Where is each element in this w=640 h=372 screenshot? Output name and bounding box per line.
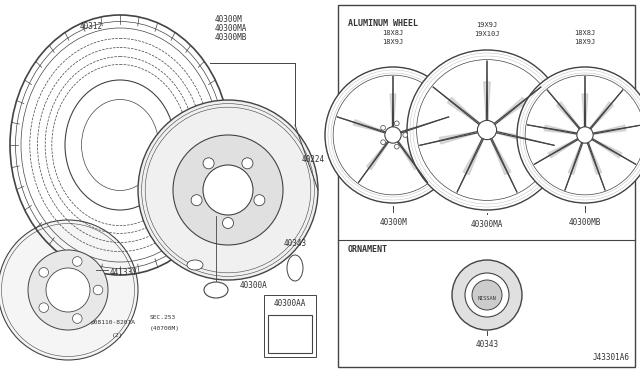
Polygon shape: [440, 131, 478, 144]
Circle shape: [138, 100, 318, 280]
Text: SEC.253: SEC.253: [150, 315, 176, 320]
Text: ALUMINUM WHEEL: ALUMINUM WHEEL: [348, 19, 418, 28]
Polygon shape: [397, 141, 419, 170]
Text: 18X9J: 18X9J: [574, 39, 596, 45]
Polygon shape: [557, 102, 580, 129]
Circle shape: [173, 135, 283, 245]
Text: ORNAMENT: ORNAMENT: [348, 245, 388, 254]
Ellipse shape: [287, 255, 303, 281]
Text: 40300M: 40300M: [215, 15, 243, 24]
Circle shape: [203, 158, 214, 169]
Text: NISSAN: NISSAN: [477, 295, 497, 301]
Polygon shape: [490, 138, 511, 175]
Circle shape: [223, 218, 234, 228]
Circle shape: [28, 250, 108, 330]
Text: (40700M): (40700M): [150, 326, 180, 331]
Circle shape: [385, 127, 401, 143]
Text: 18X9J: 18X9J: [382, 39, 404, 45]
Circle shape: [465, 273, 509, 317]
Text: 44133Y: 44133Y: [110, 268, 138, 277]
Polygon shape: [353, 120, 385, 133]
Ellipse shape: [65, 80, 175, 210]
Polygon shape: [401, 120, 433, 133]
Circle shape: [381, 125, 385, 130]
Circle shape: [517, 67, 640, 203]
Polygon shape: [447, 97, 480, 125]
Polygon shape: [463, 138, 483, 175]
Polygon shape: [494, 97, 527, 125]
Circle shape: [72, 257, 82, 266]
Polygon shape: [568, 142, 583, 174]
Text: 19X10J: 19X10J: [474, 31, 500, 37]
Text: 40300MB: 40300MB: [215, 33, 248, 42]
Text: (2): (2): [112, 333, 124, 338]
Ellipse shape: [204, 282, 228, 298]
Text: 40300A: 40300A: [240, 280, 268, 289]
Circle shape: [394, 144, 399, 149]
Polygon shape: [582, 94, 588, 127]
Circle shape: [93, 285, 103, 295]
Polygon shape: [484, 82, 490, 121]
Text: 40343: 40343: [476, 340, 499, 349]
Text: 18X8J: 18X8J: [382, 30, 404, 36]
Text: 19X9J: 19X9J: [476, 22, 498, 28]
Text: 40300MB: 40300MB: [569, 218, 601, 227]
Circle shape: [46, 268, 90, 312]
Circle shape: [403, 133, 408, 137]
Circle shape: [325, 67, 461, 203]
Circle shape: [242, 158, 253, 169]
Polygon shape: [367, 141, 388, 170]
Circle shape: [394, 121, 399, 126]
Polygon shape: [592, 139, 622, 158]
Text: 40343: 40343: [284, 239, 307, 248]
Polygon shape: [544, 125, 577, 134]
Text: 40312: 40312: [80, 22, 103, 31]
Circle shape: [39, 267, 49, 277]
Circle shape: [254, 195, 265, 206]
Circle shape: [381, 140, 385, 145]
Polygon shape: [588, 142, 602, 174]
Circle shape: [191, 195, 202, 206]
Circle shape: [72, 314, 82, 323]
Bar: [264, 295, 316, 357]
Text: 40300M: 40300M: [379, 218, 407, 227]
Circle shape: [452, 260, 522, 330]
Ellipse shape: [187, 260, 203, 270]
Text: 40300MA: 40300MA: [471, 220, 503, 229]
Text: J43301A6: J43301A6: [593, 353, 630, 362]
Text: 18X8J: 18X8J: [574, 30, 596, 36]
Bar: [338, 5, 635, 367]
Circle shape: [39, 303, 49, 312]
Bar: [268, 315, 312, 353]
Polygon shape: [390, 94, 396, 127]
Polygon shape: [548, 139, 578, 158]
Text: 40224: 40224: [302, 155, 325, 164]
Text: 40300AA: 40300AA: [274, 299, 306, 308]
Polygon shape: [590, 102, 614, 129]
Text: µ08110-8201A: µ08110-8201A: [90, 320, 135, 325]
Polygon shape: [593, 125, 626, 134]
Circle shape: [407, 50, 567, 210]
Text: 40300MA: 40300MA: [215, 24, 248, 33]
Polygon shape: [496, 131, 534, 144]
Circle shape: [472, 280, 502, 310]
Circle shape: [477, 121, 497, 140]
Circle shape: [577, 127, 593, 143]
Circle shape: [203, 165, 253, 215]
Circle shape: [0, 220, 138, 360]
